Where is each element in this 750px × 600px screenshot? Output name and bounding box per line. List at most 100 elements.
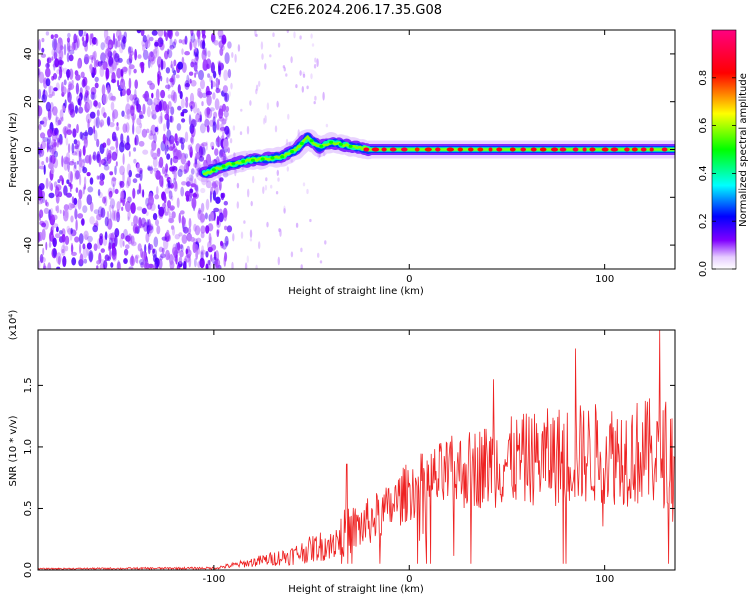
noise-speck: [222, 171, 229, 178]
noise-speck: [181, 118, 186, 123]
noise-speck: [78, 156, 83, 168]
noise-speck: [56, 226, 59, 233]
noise-speck: [82, 131, 89, 137]
noise-speck: [53, 87, 58, 92]
noise-speck: [314, 95, 317, 101]
spectrogram-heatmap: [38, 30, 675, 269]
noise-speck: [115, 125, 120, 131]
noise-speck: [166, 77, 169, 84]
ridge-peak-dot: [601, 147, 609, 152]
noise-speck: [73, 171, 79, 181]
noise-speck: [61, 248, 65, 254]
noise-speck: [300, 247, 303, 253]
noise-speck: [155, 104, 160, 113]
noise-speck: [207, 50, 211, 58]
noise-speck: [153, 97, 158, 106]
noise-speck: [190, 168, 195, 175]
snr-y-label: SNR (10 * v/v): [8, 415, 19, 486]
noise-speck: [213, 40, 219, 46]
colorbar-label: Normalized spectral amplitude: [738, 73, 749, 227]
noise-speck: [196, 152, 200, 160]
noise-speck: [83, 230, 89, 240]
noise-speck: [190, 119, 197, 128]
noise-speck: [143, 262, 150, 269]
ridge-peak-dot: [631, 147, 638, 152]
noise-speck: [214, 148, 219, 156]
noise-speck: [167, 49, 173, 59]
noise-speck: [169, 44, 175, 50]
noise-speck: [92, 51, 96, 61]
noise-speck: [171, 94, 174, 101]
noise-speck: [209, 236, 213, 246]
noise-speck: [54, 186, 60, 198]
noise-speck: [41, 228, 46, 241]
ridge-peak-dot: [299, 141, 304, 146]
noise-speck: [58, 60, 64, 66]
noise-speck: [152, 265, 156, 269]
noise-speck: [133, 68, 137, 74]
noise-speck: [184, 153, 189, 159]
noise-speck: [64, 245, 69, 252]
noise-speck: [75, 170, 80, 180]
noise-speck: [170, 60, 173, 69]
spectrogram-y-ticks: -40 -20 0 20 40: [23, 48, 675, 253]
noise-speck: [114, 165, 117, 176]
noise-speck: [57, 179, 61, 184]
noise-speck: [144, 244, 147, 254]
ridge-peak-dot: [559, 147, 567, 152]
noise-speck: [120, 140, 126, 148]
noise-speck: [61, 233, 66, 243]
noise-speck: [162, 202, 166, 209]
noise-speck: [81, 218, 85, 226]
y-tick-label: 1.0: [23, 439, 34, 455]
noise-speck: [163, 195, 167, 204]
noise-speck: [38, 88, 42, 100]
noise-speck: [45, 177, 49, 190]
noise-speck: [74, 143, 80, 150]
noise-speck: [72, 128, 77, 138]
noise-speck: [146, 106, 151, 118]
noise-speck: [116, 122, 119, 127]
noise-speck: [283, 205, 286, 213]
noise-speck: [70, 171, 73, 183]
noise-speck: [89, 177, 94, 185]
noise-speck: [93, 209, 100, 215]
noise-speck: [82, 145, 86, 156]
noise-speck: [169, 205, 175, 211]
noise-speck: [206, 90, 212, 96]
noise-speck: [77, 145, 80, 153]
noise-speck: [142, 44, 146, 52]
noise-speck: [179, 210, 185, 215]
noise-speck: [119, 180, 125, 188]
noise-speck: [210, 254, 213, 262]
noise-speck: [169, 115, 173, 123]
noise-speck: [75, 149, 79, 156]
noise-speck: [82, 243, 86, 250]
noise-speck: [191, 197, 197, 209]
noise-speck: [70, 227, 73, 234]
noise-speck: [149, 130, 153, 137]
noise-speck: [181, 62, 187, 73]
noise-speck: [157, 30, 164, 37]
noise-speck: [264, 184, 268, 191]
noise-speck: [188, 114, 192, 125]
noise-speck: [201, 101, 204, 107]
noise-speck: [145, 211, 149, 217]
noise-speck: [82, 40, 88, 48]
noise-speck: [130, 50, 134, 56]
noise-speck: [147, 55, 154, 60]
noise-speck: [167, 94, 172, 99]
noise-speck: [252, 175, 255, 184]
noise-speck: [136, 189, 140, 195]
noise-speck: [277, 42, 281, 48]
colorbar-tick-label: 0.4: [698, 165, 709, 181]
noise-speck: [49, 102, 54, 112]
ridge-peak-dot: [270, 156, 275, 160]
noise-speck: [119, 78, 126, 90]
snr-y-ticks: 0.0 0.5 1.0 1.5: [23, 377, 675, 578]
noise-speck: [205, 251, 209, 258]
noise-speck: [274, 125, 278, 133]
noise-speck: [139, 169, 143, 182]
noise-speck: [216, 215, 220, 226]
noise-speck: [52, 237, 57, 248]
